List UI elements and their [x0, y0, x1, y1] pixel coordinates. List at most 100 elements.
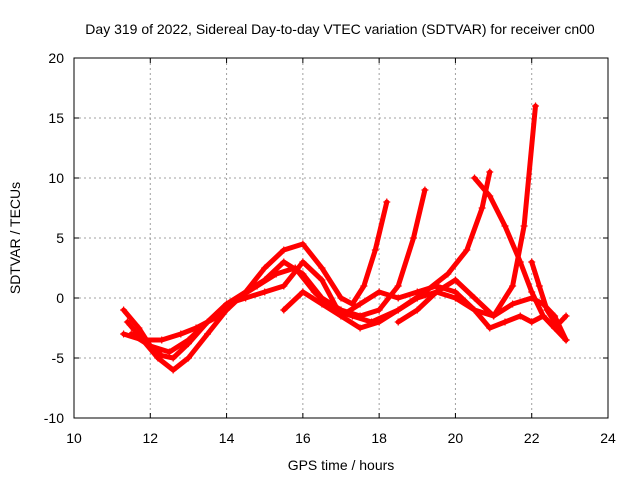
data-point	[478, 204, 486, 212]
data-point	[535, 282, 543, 290]
data-point	[421, 186, 429, 194]
data-point	[158, 336, 166, 344]
plot-frame	[73, 57, 609, 419]
data-point	[299, 258, 307, 266]
data-point	[413, 306, 421, 314]
series-track-6	[471, 174, 570, 332]
y-tick-label: -5	[52, 350, 65, 366]
series-line	[124, 187, 428, 373]
data-point	[169, 354, 177, 362]
data-point	[394, 318, 402, 326]
data-point	[280, 258, 288, 266]
x-tick-label: 24	[600, 430, 616, 446]
data-point	[394, 306, 402, 314]
data-point	[451, 288, 459, 296]
data-point	[532, 102, 540, 110]
data-point	[261, 264, 269, 272]
y-tick-label: 15	[48, 110, 64, 126]
data-point	[204, 318, 211, 326]
data-point	[490, 312, 498, 320]
data-point	[486, 192, 494, 200]
data-point	[299, 240, 307, 248]
series-track-4	[127, 102, 540, 356]
data-point	[528, 318, 536, 326]
data-point	[394, 294, 402, 302]
data-point	[463, 246, 471, 254]
data-series	[120, 102, 570, 374]
data-point	[543, 306, 551, 314]
data-point	[204, 330, 211, 338]
data-point	[356, 324, 364, 332]
series-track-8	[528, 258, 570, 344]
data-point	[451, 294, 459, 302]
grid-lines	[74, 58, 608, 418]
data-point	[432, 288, 440, 296]
series-line	[121, 199, 390, 361]
data-point	[451, 276, 459, 284]
data-point	[146, 342, 154, 350]
data-point	[486, 168, 494, 176]
data-point	[280, 306, 288, 314]
data-point	[516, 312, 524, 320]
x-tick-label: 18	[371, 430, 387, 446]
data-point	[444, 270, 452, 278]
data-point	[337, 294, 345, 302]
data-point	[184, 336, 192, 344]
data-point	[528, 288, 536, 296]
y-tick-label: -10	[44, 410, 64, 426]
data-point	[272, 270, 280, 278]
data-point	[371, 246, 379, 254]
data-point	[165, 348, 173, 356]
data-point	[528, 258, 536, 266]
data-point	[520, 222, 528, 230]
data-point	[471, 294, 478, 302]
data-point	[253, 282, 261, 290]
data-point	[120, 330, 128, 338]
x-tick-label: 12	[142, 430, 158, 446]
data-point	[394, 282, 402, 290]
y-tick-label: 0	[56, 290, 64, 306]
y-tick-label: 5	[56, 230, 64, 246]
series-line	[121, 169, 493, 343]
x-tick-label: 20	[448, 430, 464, 446]
chart-title: Day 319 of 2022, Sidereal Day-to-day VTE…	[85, 21, 595, 37]
data-point	[486, 324, 494, 332]
series-line	[281, 283, 569, 343]
data-point	[562, 312, 570, 320]
data-point	[280, 246, 288, 254]
series-track-3	[120, 168, 494, 344]
data-point	[516, 258, 524, 266]
data-point	[123, 318, 131, 326]
y-tick-label: 10	[48, 170, 64, 186]
data-point	[501, 318, 509, 326]
data-point	[413, 294, 421, 302]
data-point	[432, 282, 440, 290]
data-point	[318, 276, 326, 284]
data-point	[360, 282, 368, 290]
x-tick-label: 14	[219, 430, 235, 446]
data-point	[310, 288, 318, 296]
data-point	[375, 306, 383, 314]
data-point	[261, 288, 269, 296]
data-point	[127, 330, 135, 338]
data-point	[562, 336, 570, 344]
data-point	[413, 288, 421, 296]
data-point	[409, 234, 417, 242]
y-axis-label: SDTVAR / TECUs	[7, 182, 23, 294]
data-point	[223, 300, 231, 308]
x-tick-label: 10	[66, 430, 82, 446]
x-tick-label: 16	[295, 430, 311, 446]
data-point	[318, 300, 326, 308]
data-point	[184, 354, 192, 362]
x-tick-label: 22	[524, 430, 540, 446]
data-point	[471, 174, 478, 182]
data-point	[539, 312, 547, 320]
y-tick-label: 20	[48, 50, 64, 66]
data-point	[471, 306, 478, 314]
data-point	[299, 288, 307, 296]
series-line	[472, 175, 569, 331]
data-point	[154, 354, 162, 362]
data-point	[120, 306, 128, 314]
